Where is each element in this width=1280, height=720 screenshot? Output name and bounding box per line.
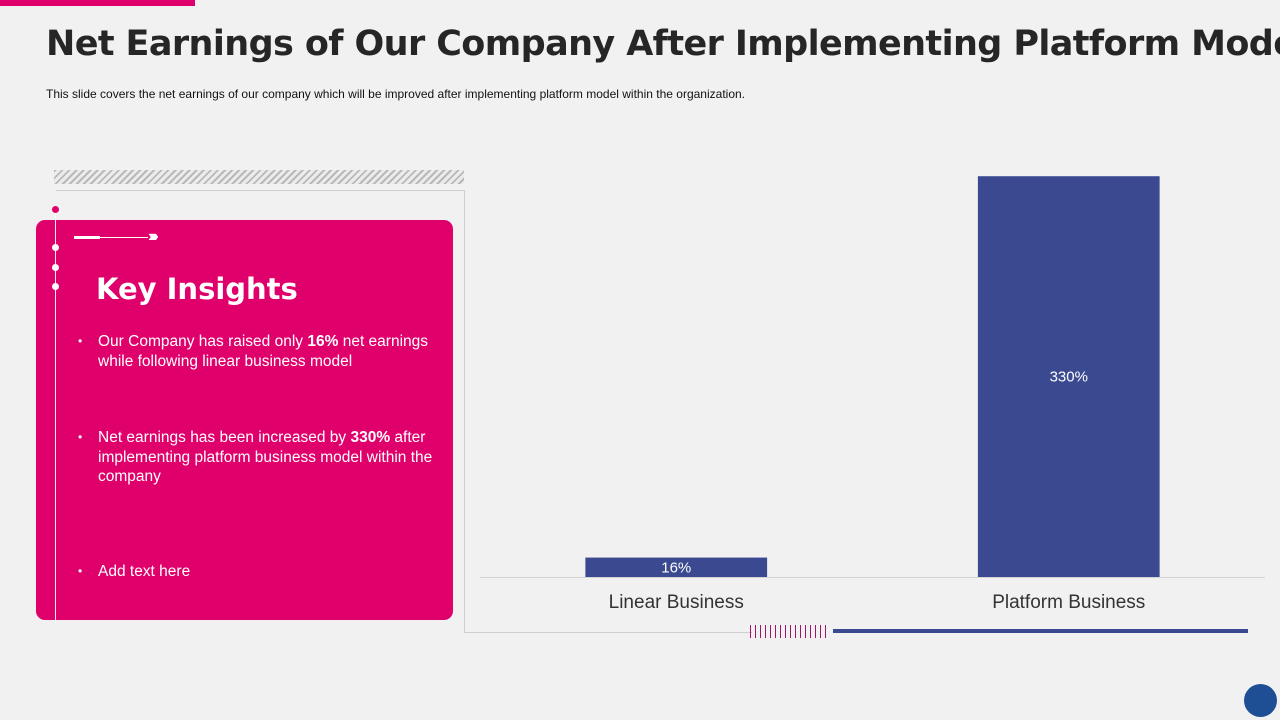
deco-line-thick [74,236,100,239]
insight-highlight: 16% [307,333,339,350]
net-earnings-bar-chart: 16% Linear Business 330% Platform Business [480,176,1265,613]
corner-circle-icon [1244,684,1277,717]
chart-bars: 16% Linear Business 330% Platform Business [585,176,1160,613]
hatch-decoration [54,170,464,184]
insight-highlight: 330% [350,429,391,446]
slide-subtitle: This slide covers the net earnings of ou… [46,87,746,101]
category-label: Linear Business [609,592,744,613]
insight-item: Net earnings has been increased by 330% … [78,428,438,487]
timeline-line [55,212,56,622]
key-insights-card [36,220,453,620]
timeline-dot-2 [52,264,59,271]
bar-platform-business [977,176,1160,577]
timeline-dot-1 [52,244,59,251]
insight-text: net earnings while following linear busi… [98,333,429,370]
blue-accent-bar [833,629,1248,633]
insight-text: after implementing platform business mod… [98,429,433,485]
frame-line-top [56,190,464,191]
insight-text: Our Company has raised only [98,333,308,350]
key-insights-heading: Key Insights [96,272,298,306]
data-label: 330% [1050,369,1088,386]
timeline-dot-top [52,206,59,213]
insight-text: Net earnings has been increased by [98,429,351,446]
timeline-dot-3 [52,283,59,290]
data-label: 16% [661,559,691,576]
insight-item: Our Company has raised only 16% net earn… [78,332,438,371]
stripe-decoration [750,625,830,638]
chevrons-icon: ››››› [148,228,158,245]
insight-item: Add text here [78,562,438,582]
top-accent-bar [0,0,195,6]
frame-line-bottom [464,632,752,633]
insight-text: Add text here [98,563,191,580]
category-label: Platform Business [992,592,1145,613]
frame-line-left [464,190,465,633]
slide-title: Net Earnings of Our Company After Implem… [46,24,1280,64]
deco-line-thin [100,237,148,238]
bar-linear-business [585,557,768,577]
